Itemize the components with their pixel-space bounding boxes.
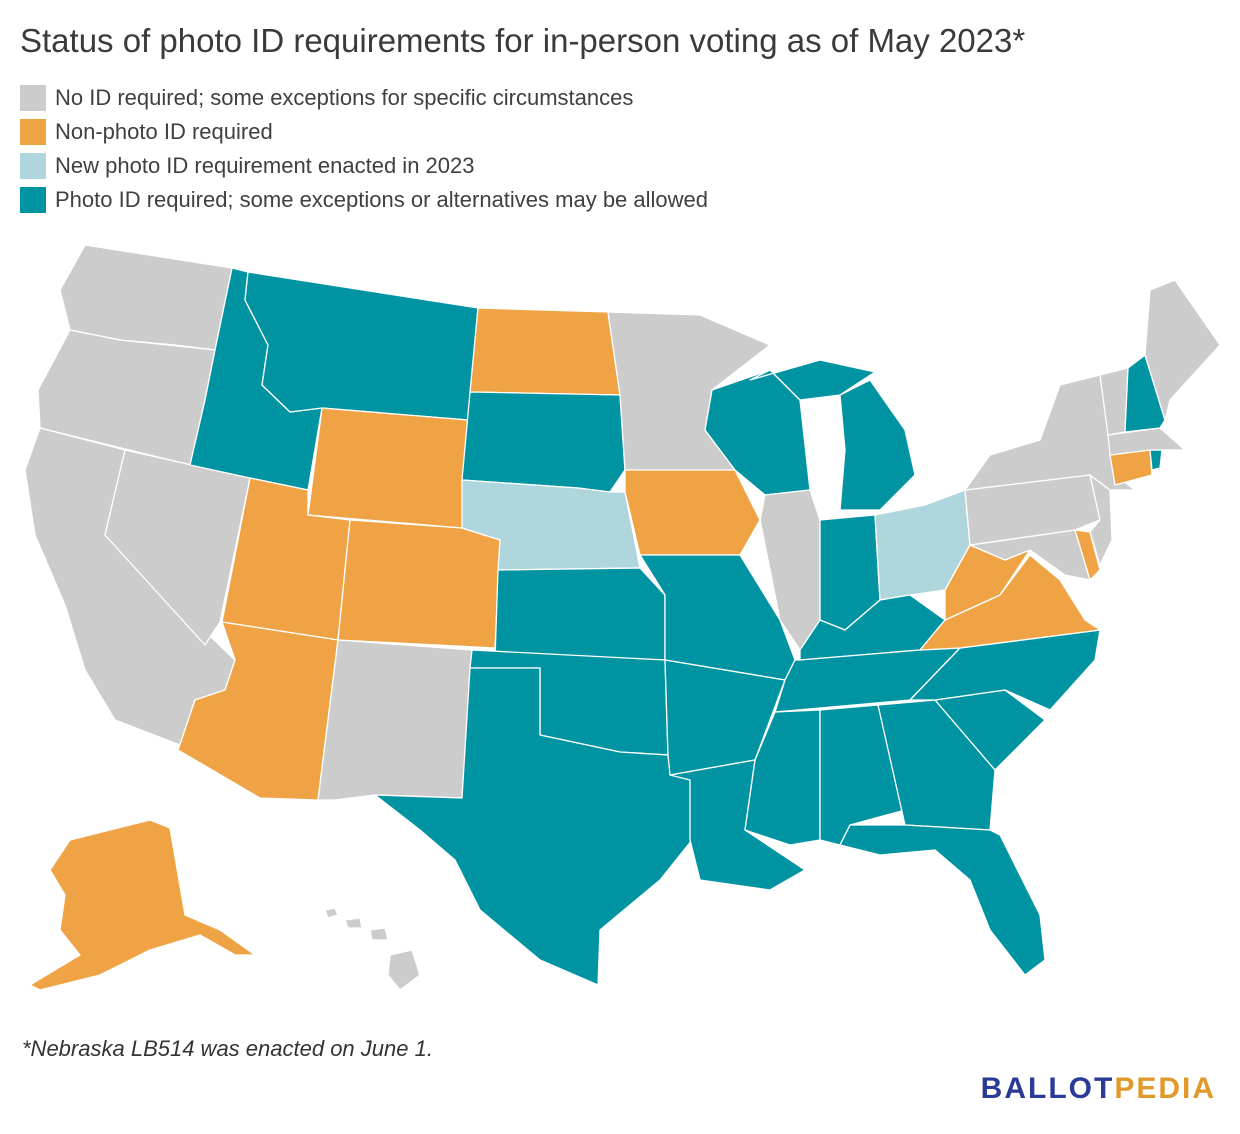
state-fl[interactable]: [839, 824, 1046, 976]
legend-swatch-new-2023: [20, 153, 46, 179]
legend-label-photo: Photo ID required; some exceptions or al…: [55, 187, 709, 212]
legend-item-no-id: No ID required; some exceptions for spec…: [20, 84, 708, 112]
state-mi[interactable]: [749, 359, 916, 511]
state-wy[interactable]: [307, 407, 469, 529]
logo-part-pedia: PEDIA: [1114, 1072, 1216, 1105]
legend-swatch-photo: [20, 187, 46, 213]
state-sd[interactable]: [461, 391, 626, 493]
state-ia[interactable]: [624, 469, 761, 556]
state-ct[interactable]: [1109, 449, 1153, 486]
state-me[interactable]: [1144, 279, 1221, 421]
state-tx[interactable]: [374, 667, 693, 986]
state-de[interactable]: [1074, 529, 1101, 581]
legend-item-new-2023: New photo ID requirement enacted in 2023: [20, 152, 708, 180]
legend-swatch-non-photo: [20, 119, 46, 145]
ballotpedia-logo: BALLOTPEDIA: [981, 1072, 1216, 1106]
chart-title: Status of photo ID requirements for in-p…: [20, 22, 1026, 59]
state-ri[interactable]: [1149, 449, 1163, 471]
state-nd[interactable]: [469, 307, 621, 396]
legend-label-new-2023: New photo ID requirement enacted in 2023: [55, 153, 475, 178]
legend: No ID required; some exceptions for spec…: [20, 84, 708, 214]
logo-part-ballot: BALLOT: [980, 1072, 1115, 1105]
legend-swatch-no-id: [20, 85, 46, 111]
state-ak[interactable]: [29, 819, 256, 991]
legend-label-no-id: No ID required; some exceptions for spec…: [55, 85, 634, 110]
state-nm[interactable]: [317, 639, 473, 801]
state-nh[interactable]: [1124, 354, 1166, 433]
legend-item-photo: Photo ID required; some exceptions or al…: [20, 186, 708, 214]
state-ga[interactable]: [877, 699, 996, 831]
state-hi[interactable]: [324, 907, 421, 991]
footnote: *Nebraska LB514 was enacted on June 1.: [22, 1036, 433, 1061]
legend-item-non-photo: Non-photo ID required: [20, 118, 708, 146]
state-co[interactable]: [337, 519, 501, 649]
us-map-svg: [24, 244, 1221, 991]
state-mt[interactable]: [244, 271, 479, 421]
legend-label-non-photo: Non-photo ID required: [55, 119, 273, 144]
state-ks[interactable]: [494, 567, 666, 661]
us-map: [0, 230, 1240, 1010]
